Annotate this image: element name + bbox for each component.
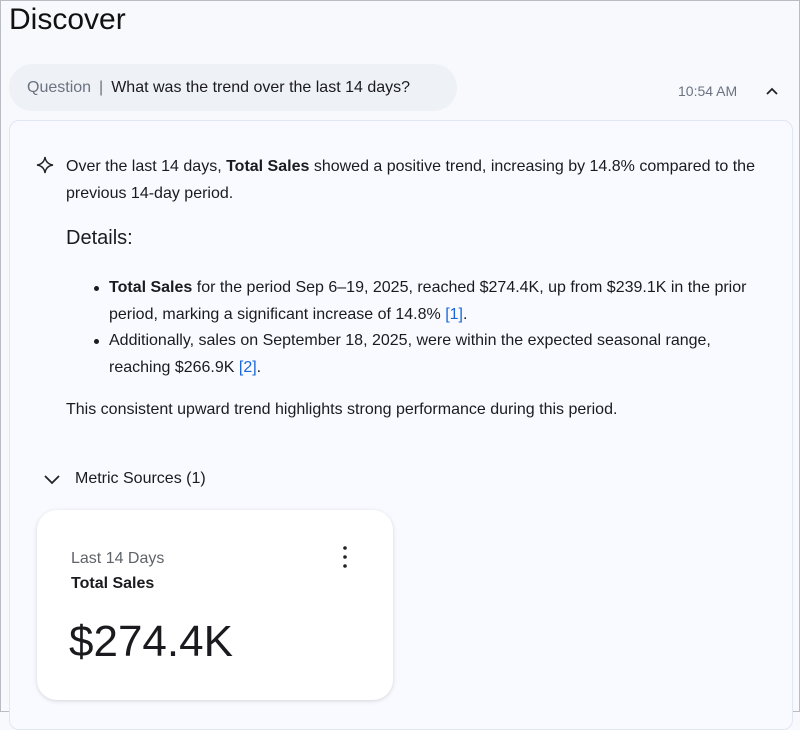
chevron-down-icon[interactable] xyxy=(43,471,61,487)
more-options-icon[interactable] xyxy=(337,544,353,570)
question-label: Question xyxy=(27,78,92,96)
timestamp: 10:54 AM xyxy=(678,83,738,99)
bullet-text: Additionally, sales on September 18, 202… xyxy=(109,332,711,376)
metric-name: Total Sales xyxy=(71,575,155,592)
list-item: Additionally, sales on September 18, 202… xyxy=(91,328,771,381)
metric-card[interactable]: Last 14 Days Total Sales $274.4K xyxy=(37,510,393,700)
citation-link[interactable]: [2] xyxy=(238,358,257,376)
closing-text: This consistent upward trend highlights … xyxy=(66,401,618,418)
bullet-end: . xyxy=(462,305,468,323)
bullet-text: for the period Sep 6–19, 2025, reached $… xyxy=(109,279,747,323)
bullet-metric: Total Sales xyxy=(109,279,193,296)
metric-sources-toggle[interactable]: Metric Sources (1) xyxy=(75,470,206,487)
metric-value: $274.4K xyxy=(69,617,233,666)
bullet-end: . xyxy=(256,358,262,376)
question-separator: | xyxy=(99,78,104,96)
details-list: Total Sales for the period Sep 6–19, 202… xyxy=(91,275,771,381)
collapse-button[interactable] xyxy=(763,81,781,101)
citation-link[interactable]: [1] xyxy=(445,305,463,323)
question-pill: Question | What was the trend over the l… xyxy=(9,64,457,111)
summary-metric: Total Sales xyxy=(226,158,310,175)
summary-pre: Over the last 14 days, xyxy=(66,158,227,175)
summary-text: Over the last 14 days, Total Sales showe… xyxy=(66,154,766,207)
question-text: What was the trend over the last 14 days… xyxy=(111,78,411,96)
summary-post: showed a positive trend, increasing by 1… xyxy=(66,158,755,202)
chevron-up-icon xyxy=(766,87,778,95)
page-title: Discover xyxy=(9,3,126,36)
sparkle-icon xyxy=(36,156,54,174)
details-heading: Details: xyxy=(66,227,133,249)
list-item: Total Sales for the period Sep 6–19, 202… xyxy=(91,275,771,328)
metric-period: Last 14 Days xyxy=(71,550,165,567)
